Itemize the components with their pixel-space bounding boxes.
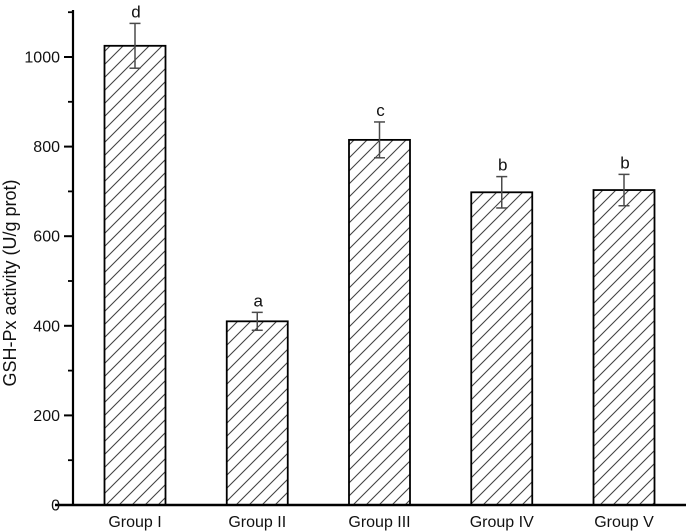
sig-letter-group-i: d: [131, 2, 140, 21]
x-category-label-group-ii: Group II: [228, 514, 286, 531]
x-category-label-group-v: Group V: [594, 514, 654, 531]
error-bar-group-iv: [496, 175, 508, 209]
y-tick-label: 400: [33, 318, 60, 335]
sig-letter-group-iii: c: [376, 101, 385, 120]
bar-group-iv: [470, 191, 534, 506]
y-tick-label: 600: [33, 229, 60, 246]
x-category-label-group-iv: Group IV: [470, 514, 534, 531]
bar-rect-group-iii: [348, 138, 411, 506]
bar-group-iii: [348, 138, 411, 506]
y-tick-label: 800: [33, 139, 60, 156]
y-axis-ticks: 0 200 400 600 800 1000: [24, 11, 73, 515]
bar-rect-group-v: [592, 189, 656, 506]
x-category-label-group-i: Group I: [108, 514, 161, 531]
error-bar-group-i: [129, 22, 141, 69]
y-tick-label: 0: [51, 498, 60, 515]
error-bar-group-v: [618, 173, 630, 207]
sig-letter-group-v: b: [620, 153, 629, 172]
error-bar-group-iii: [374, 121, 385, 159]
y-tick-label: 200: [33, 408, 60, 425]
error-bar-group-ii: [251, 311, 263, 332]
bar-rect-group-ii: [225, 320, 289, 506]
bar-group-i: [103, 44, 167, 506]
x-category-label-group-iii: Group III: [348, 514, 410, 531]
bar-rect-group-i: [103, 44, 167, 506]
bar-rect-group-iv: [470, 191, 534, 506]
bar-group-v: [592, 189, 656, 506]
sig-letter-group-ii: a: [254, 291, 264, 310]
bar-group-ii: [225, 320, 289, 506]
sig-letter-group-iv: b: [498, 156, 507, 175]
y-tick-label: 1000: [24, 50, 60, 67]
y-axis-title: GSH-Px activity (U/g prot): [0, 179, 20, 386]
